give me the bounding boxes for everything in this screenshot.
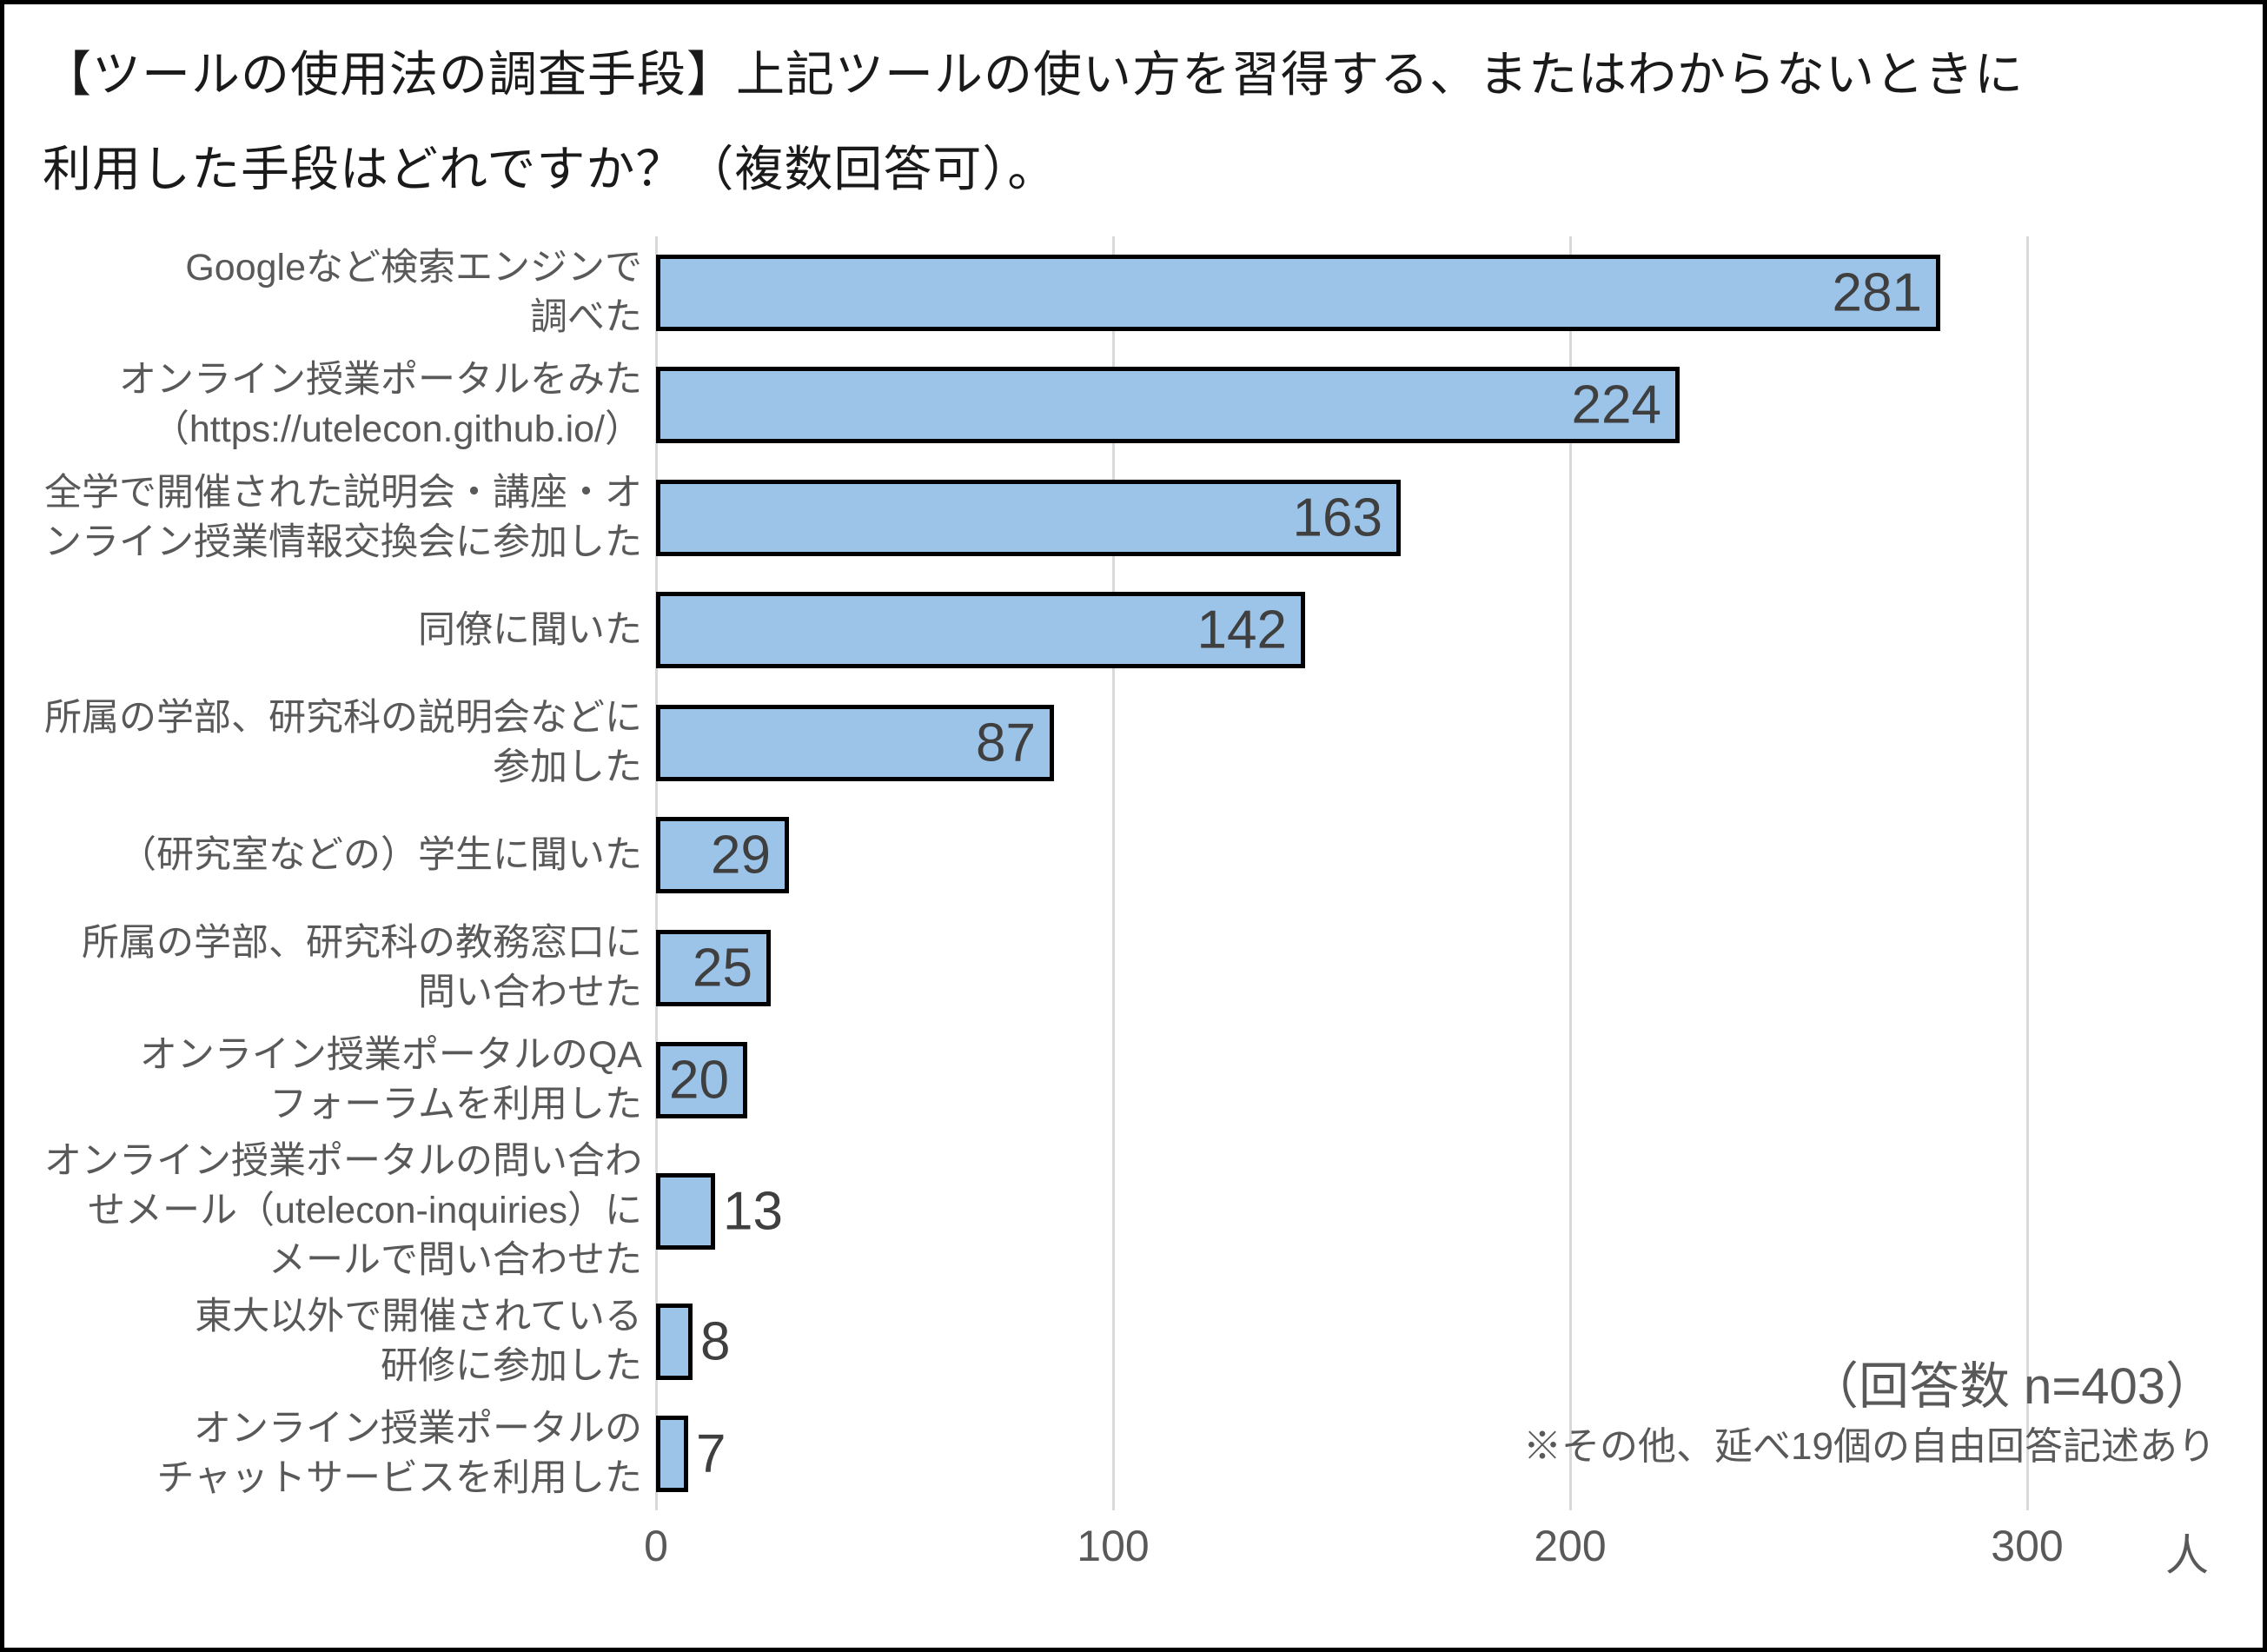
bar: 25 [656, 929, 771, 1006]
note-block: （回答数 n=403） ※その他、延べ19個の自由回答記述あり [1523, 1357, 2216, 1471]
bar-area: 25 [656, 912, 2263, 1025]
chart-row: オンライン授業ポータルのQA フォーラムを利用した 20 [4, 1025, 2263, 1138]
value-label: 7 [696, 1423, 726, 1484]
x-tick-200: 200 [1534, 1522, 1607, 1570]
category-label-line: 問い合わせた [418, 971, 642, 1013]
bar: 163 [656, 479, 1401, 556]
chart-row: Googleなど検索エンジンで調べた 281 [4, 236, 2263, 349]
bar: 29 [656, 817, 789, 894]
category-label-line: 同僚に聞いた [418, 608, 642, 651]
category-label: 所属の学部、研究科の説明会などに参加した [4, 687, 656, 799]
value-label: 25 [693, 938, 752, 998]
category-label-line: オンライン授業ポータルの [194, 1408, 642, 1450]
chart-title-line2: 利用した手段はどれですか？（複数回答可）。 [43, 142, 1057, 196]
category-label: （研究室などの）学生に聞いた [4, 799, 656, 912]
response-count-note: （回答数 n=403） [1807, 1358, 2216, 1415]
bar-area: 87 [656, 687, 2263, 799]
bar: 13 [656, 1172, 783, 1250]
bar-area: 8 [656, 1285, 2263, 1398]
category-label-line: ンライン授業情報交換会に参加した [44, 521, 642, 563]
value-label: 8 [700, 1311, 731, 1372]
category-label-line: 研修に参加した [381, 1344, 642, 1387]
chart-title-line1: 【ツールの使用法の調査手段】上記ツールの使い方を習得する、またはわからないときに [43, 47, 2024, 102]
category-label: 同僚に聞いた [4, 574, 656, 687]
bar: 142 [656, 592, 1305, 669]
category-label-line: オンライン授業ポータルの問い合わ [44, 1140, 642, 1182]
category-label-line: Googleなど検索エンジンで [185, 246, 642, 289]
bar: 281 [656, 254, 1940, 331]
chart-title: 【ツールの使用法の調査手段】上記ツールの使い方を習得する、またはわからないときに… [43, 27, 2232, 216]
value-label: 163 [1292, 488, 1382, 548]
bar-area: 13 [656, 1137, 2263, 1285]
value-label: 29 [711, 825, 771, 886]
category-label-line: フォーラムを利用した [269, 1084, 642, 1126]
x-axis: 0 100 200 300 人 [4, 1521, 2263, 1582]
category-label: 東大以外で開催されている研修に参加した [4, 1285, 656, 1398]
bar: 7 [656, 1416, 726, 1493]
chart-row: オンライン授業ポータルのチャットサービスを利用した 7 [4, 1398, 2263, 1511]
category-label: オンライン授業ポータルのQA フォーラムを利用した [4, 1025, 656, 1138]
value-label: 142 [1196, 600, 1287, 660]
gridline-100 [1112, 236, 1115, 1510]
category-label-line: 所属の学部、研究科の教務窓口に [82, 921, 642, 964]
category-label-line: オンライン授業ポータルをみた [119, 359, 642, 401]
category-label: オンライン授業ポータルをみた （https://utelecon.github.i… [4, 349, 656, 462]
chart-row: 所属の学部、研究科の教務窓口に問い合わせた 25 [4, 912, 2263, 1025]
value-label: 13 [723, 1181, 783, 1241]
category-label-line: 東大以外で開催されている [195, 1295, 642, 1337]
category-label-line: チャットサービスを利用した [156, 1457, 642, 1500]
category-label-line: せメール（utelecon-inquiries）に [87, 1190, 642, 1231]
category-label-line: 全学で開催された説明会・講座・オ [44, 471, 642, 514]
x-tick-0: 0 [644, 1522, 668, 1570]
category-label: オンライン授業ポータルのチャットサービスを利用した [4, 1398, 656, 1511]
chart-row: オンライン授業ポータルの問い合わせメール（utelecon-inquiries）… [4, 1137, 2263, 1285]
x-axis-unit-label: 人 [2165, 1531, 2209, 1580]
value-label: 20 [669, 1050, 729, 1111]
bar: 87 [656, 704, 1054, 781]
bar-area: 29 [656, 799, 2263, 912]
bar: 224 [656, 367, 1680, 444]
bar: 20 [656, 1042, 747, 1119]
x-tick-300: 300 [1991, 1522, 2064, 1570]
value-label: 224 [1571, 375, 1661, 435]
category-label-line: 調べた [530, 295, 642, 338]
category-label: Googleなど検索エンジンで調べた [4, 236, 656, 349]
chart-row: オンライン授業ポータルをみた （https://utelecon.github.i… [4, 349, 2263, 462]
value-label: 87 [976, 713, 1036, 773]
bar-area: 281 [656, 236, 2263, 349]
chart-row: 東大以外で開催されている研修に参加した 8 [4, 1285, 2263, 1398]
category-label-line: 所属の学部、研究科の説明会などに [44, 696, 642, 739]
bar-area: 20 [656, 1025, 2263, 1138]
bar-area: 224 [656, 349, 2263, 462]
bar-area: 7 [656, 1398, 2263, 1511]
gridline-200 [1569, 236, 1572, 1510]
chart-row: 全学で開催された説明会・講座・オ ンライン授業情報交換会に参加した 163 [4, 461, 2263, 574]
chart-row: （研究室などの）学生に聞いた 29 [4, 799, 2263, 912]
category-label: オンライン授業ポータルの問い合わせメール（utelecon-inquiries）… [4, 1137, 656, 1285]
category-label: 全学で開催された説明会・講座・オ ンライン授業情報交換会に参加した [4, 461, 656, 574]
category-label-line: （研究室などの）学生に聞いた [119, 833, 642, 876]
other-answers-note: ※その他、延べ19個の自由回答記述あり [1523, 1425, 2216, 1468]
chart-row: 同僚に聞いた 142 [4, 574, 2263, 687]
plot-area: Googleなど検索エンジンで調べた 281 オンライン授業ポータルをみた （http… [4, 236, 2263, 1511]
category-label-line: メールで問い合わせた [268, 1239, 642, 1281]
bar-area: 142 [656, 574, 2263, 687]
value-label: 281 [1832, 262, 1922, 323]
gridline-300 [2026, 236, 2029, 1510]
x-tick-100: 100 [1077, 1522, 1150, 1570]
category-label-line: （https://utelecon.github.io/） [151, 408, 642, 451]
category-label-line: オンライン授業ポータルのQA [139, 1034, 642, 1077]
bar-area: 163 [656, 461, 2263, 574]
category-label: 所属の学部、研究科の教務窓口に問い合わせた [4, 912, 656, 1025]
category-label-line: 参加した [493, 746, 642, 788]
chart-row: 所属の学部、研究科の説明会などに参加した 87 [4, 687, 2263, 799]
plot-region: Googleなど検索エンジンで調べた 281 オンライン授業ポータルをみた （http… [4, 236, 2263, 1511]
bar: 8 [656, 1303, 730, 1380]
